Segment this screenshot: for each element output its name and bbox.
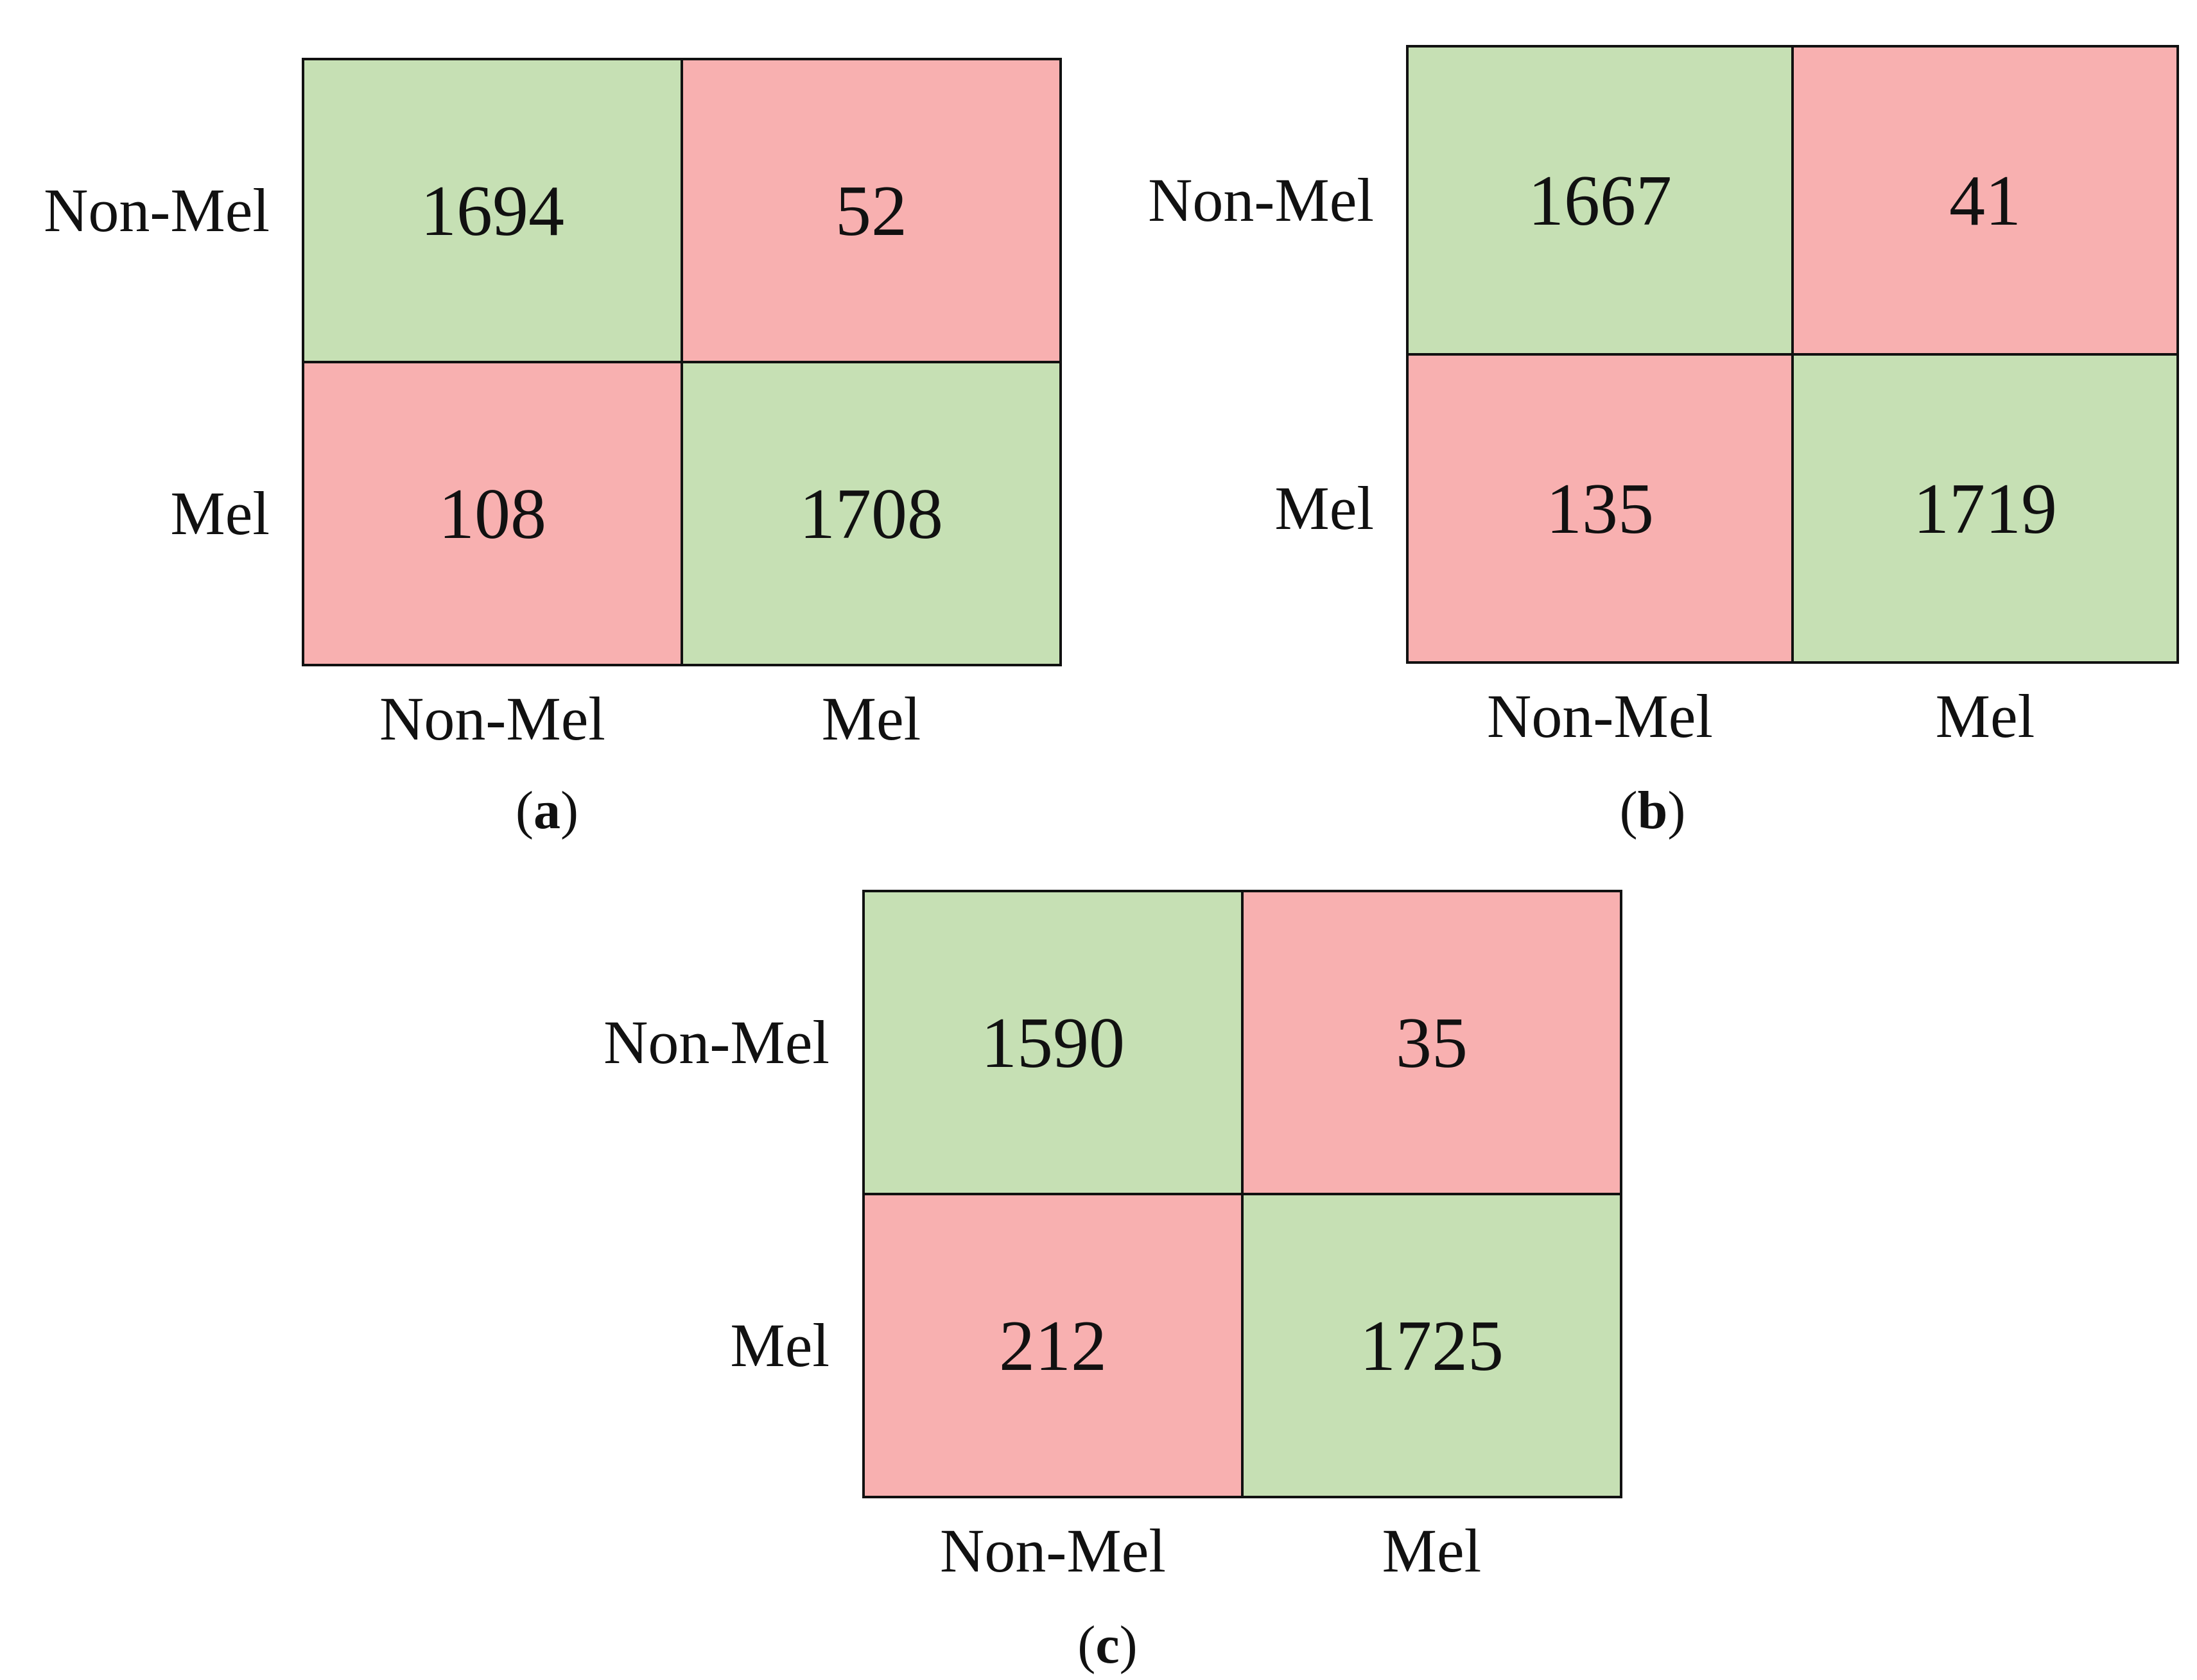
row-label: Mel: [1274, 474, 1374, 542]
cell-value-label: 212: [999, 1306, 1107, 1386]
row-label: Non-Mel: [604, 1008, 829, 1077]
column-label: Mel: [822, 684, 921, 753]
cell-value-label: 41: [1949, 161, 2021, 241]
matrix-cell: [1406, 45, 1794, 356]
confusion-matrix-c: 1590 35 212 1725 Non-Mel Mel Non-Mel Mel (c): [604, 890, 1622, 1675]
cell-value-label: 108: [439, 474, 546, 554]
column-label: Non-Mel: [940, 1516, 1166, 1585]
column-label: Non-Mel: [1487, 682, 1713, 750]
matrix-cell: [1406, 353, 1794, 664]
row-label: Non-Mel: [44, 176, 270, 245]
row-label: Non-Mel: [1148, 166, 1374, 234]
panel-caption: (c): [1077, 1615, 1137, 1675]
panel-caption: (b): [1620, 781, 1686, 840]
row-label: Mel: [170, 479, 270, 548]
column-label: Mel: [1936, 682, 2035, 750]
matrix-cell: [1791, 45, 2179, 356]
matrix-cell: [302, 58, 683, 363]
column-label: Mel: [1382, 1516, 1482, 1585]
cell-value-label: 1667: [1528, 161, 1672, 241]
cell-value-label: 1708: [799, 474, 943, 554]
cell-value-label: 1694: [421, 171, 564, 251]
matrix-cell: [1241, 1193, 1622, 1498]
confusion-matrix-a: 1694 52 108 1708 Non-Mel Mel Non-Mel Mel (a): [44, 58, 1062, 840]
matrix-cell: [681, 58, 1062, 363]
row-label: Mel: [730, 1311, 829, 1380]
matrix-cell: [302, 361, 683, 666]
panel-caption: (a): [516, 781, 578, 840]
cell-value-label: 1719: [1913, 469, 2057, 549]
cell-value-label: 52: [835, 171, 907, 251]
cell-value-label: 1590: [981, 1003, 1125, 1083]
confusion-matrix-b: 1667 41 135 1719 Non-Mel Mel Non-Mel Mel (b): [1148, 45, 2179, 840]
cell-value-label: 135: [1546, 469, 1654, 549]
matrix-cell: [1241, 890, 1622, 1195]
cell-value-label: 1725: [1360, 1306, 1504, 1386]
matrix-cell: [1791, 353, 2179, 664]
matrix-cell: [681, 361, 1062, 666]
column-label: Non-Mel: [379, 684, 605, 753]
cell-value-label: 35: [1396, 1003, 1468, 1083]
